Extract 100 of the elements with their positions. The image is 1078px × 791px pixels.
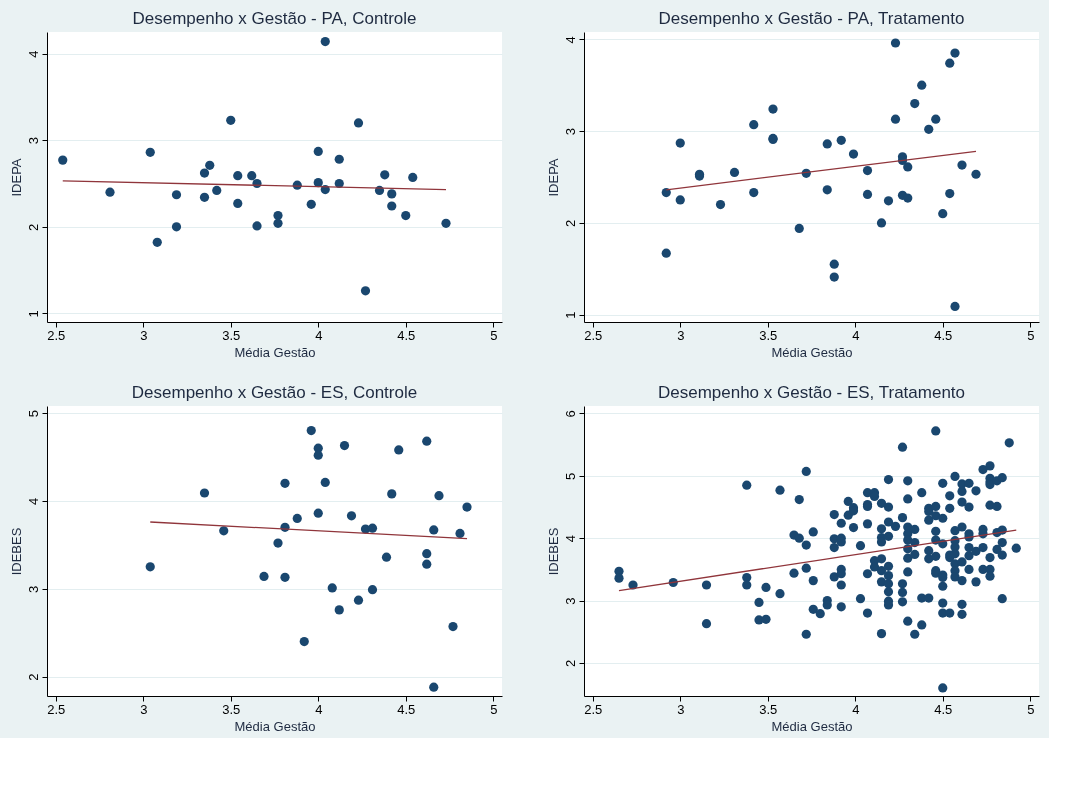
point xyxy=(829,272,839,282)
point xyxy=(822,139,832,149)
point xyxy=(280,478,290,488)
point xyxy=(434,491,444,501)
point xyxy=(401,210,411,221)
point xyxy=(924,124,934,134)
point xyxy=(334,605,344,615)
point xyxy=(199,192,210,202)
point xyxy=(890,114,901,124)
point xyxy=(903,162,913,172)
y-tick-label: 4 xyxy=(25,497,41,506)
point xyxy=(306,199,316,209)
point xyxy=(353,595,364,605)
point xyxy=(749,188,759,198)
point xyxy=(367,585,378,595)
point xyxy=(957,160,967,170)
point xyxy=(836,135,846,145)
point xyxy=(931,114,941,124)
x-tick-label: 3 xyxy=(140,701,148,717)
point xyxy=(462,502,472,512)
x-tick-label: 3.5 xyxy=(222,327,241,343)
point xyxy=(339,440,350,451)
x-tick-label: 4.5 xyxy=(934,327,953,343)
point xyxy=(422,436,432,446)
point xyxy=(455,528,465,539)
x-tick-label: 3 xyxy=(140,327,148,343)
x-tick-label: 5 xyxy=(490,327,498,343)
y-axis-title: IDEPA xyxy=(545,158,561,197)
point xyxy=(422,549,432,559)
point xyxy=(715,199,726,210)
point xyxy=(327,583,337,593)
point xyxy=(794,223,804,233)
y-axis-title: IDEBES xyxy=(545,527,561,576)
point xyxy=(950,301,960,311)
x-tick-label: 3.5 xyxy=(222,701,241,717)
x-tick-label: 4.5 xyxy=(397,701,416,717)
chart-title: Desempenho x Gestão - PA, Controle xyxy=(132,9,417,28)
point xyxy=(259,571,269,582)
point xyxy=(299,636,309,647)
point xyxy=(353,118,364,128)
point xyxy=(273,218,283,228)
point xyxy=(862,165,873,176)
y-tick-label: 4 xyxy=(562,535,578,543)
point xyxy=(675,195,685,205)
point xyxy=(233,171,243,181)
point xyxy=(360,286,371,296)
point xyxy=(212,185,222,196)
chart-title: Desempenho x Gestão - ES, Controle xyxy=(131,383,418,402)
point xyxy=(422,559,432,569)
y-tick-label: 4 xyxy=(25,50,41,58)
y-tick-label: 2 xyxy=(562,219,578,227)
y-tick-label: 2 xyxy=(25,673,41,681)
x-tick-label: 5 xyxy=(1027,327,1035,343)
point xyxy=(890,38,901,48)
y-tick-label: 3 xyxy=(562,597,578,605)
x-tick-label: 2.5 xyxy=(584,701,603,717)
x-axis-title: Média Gestão xyxy=(234,344,316,360)
point xyxy=(945,188,955,199)
point xyxy=(233,198,243,208)
y-tick-label: 3 xyxy=(25,585,41,593)
point xyxy=(387,201,397,211)
chart-title: Desempenho x Gestão - ES, Tratamento xyxy=(657,383,966,402)
point xyxy=(199,488,210,498)
point xyxy=(145,562,155,572)
x-axis-title: Média Gestão xyxy=(771,718,853,734)
point xyxy=(105,187,115,197)
y-tick-label: 1 xyxy=(562,311,578,319)
x-tick-label: 5 xyxy=(1027,701,1035,717)
x-tick-label: 4 xyxy=(315,701,323,717)
point xyxy=(661,248,671,258)
point xyxy=(313,146,323,157)
y-axis-title: IDEBES xyxy=(8,527,24,576)
point xyxy=(429,525,439,535)
y-tick-label: 4 xyxy=(562,36,578,44)
point xyxy=(903,193,913,203)
x-tick-label: 2.5 xyxy=(584,327,603,343)
point xyxy=(171,222,182,232)
point xyxy=(171,190,182,200)
chart-title: Desempenho x Gestão - PA, Tratamento xyxy=(658,9,965,28)
point xyxy=(448,621,458,632)
point xyxy=(848,149,859,159)
point xyxy=(387,189,397,199)
x-tick-label: 5 xyxy=(490,701,498,717)
x-tick-label: 3.5 xyxy=(759,701,778,717)
point xyxy=(313,178,323,188)
x-tick-label: 4.5 xyxy=(934,701,953,717)
point xyxy=(441,218,451,228)
point xyxy=(334,154,344,164)
y-tick-label: 6 xyxy=(562,410,578,418)
point xyxy=(273,538,283,548)
point xyxy=(247,171,257,181)
x-tick-label: 2.5 xyxy=(47,701,66,717)
point xyxy=(346,511,357,521)
point xyxy=(387,489,397,499)
x-tick-label: 4 xyxy=(852,701,860,717)
point xyxy=(292,513,302,524)
x-axis-title: Média Gestão xyxy=(234,718,316,734)
point xyxy=(950,48,960,58)
x-tick-label: 3.5 xyxy=(759,327,778,343)
x-tick-label: 4 xyxy=(315,327,323,343)
